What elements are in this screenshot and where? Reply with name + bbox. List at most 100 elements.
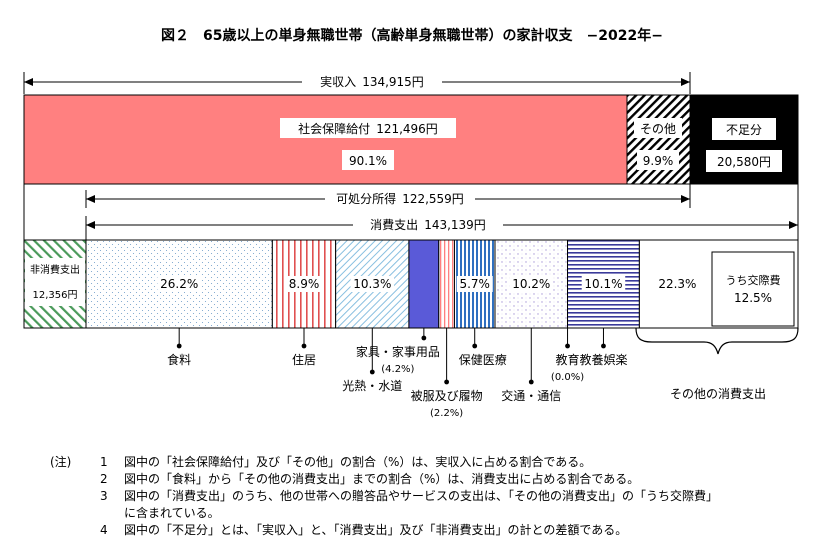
pct-label-utilities: 10.3%: [353, 277, 391, 291]
social-value: 121,496円: [376, 122, 438, 136]
pct-bg-utilities: [350, 276, 395, 292]
consumption-span-arrow-left: [86, 221, 95, 229]
income-span: 実収入 134,915円: [23, 72, 691, 94]
other-label: その他: [640, 122, 676, 136]
note-text: 図中の「食料」から「その他の消費支出」までの割合（%）は、消費支出に占める割合で…: [124, 472, 640, 486]
non-consumption-label-box: [25, 258, 85, 306]
leader-dot-transport: [528, 379, 534, 385]
other-pct: 9.9%: [643, 154, 674, 168]
deficit-value-box: [706, 150, 782, 172]
category-sub-clothing: (2.2%): [430, 408, 463, 419]
income-span-arrow-right: [681, 78, 690, 86]
other-consumption-brace: [635, 327, 799, 355]
pct-label-housing: 8.9%: [289, 277, 320, 291]
category-label-transport: 交通・通信: [501, 388, 561, 403]
note-row: 4 図中の「不足分」とは、「実収入」と、「消費支出」及び「非消費支出」の計との差額…: [0, 522, 824, 539]
note-text: 図中の「消費支出」のうち、他の世帯への贈答品やサービスの支出は、「その他の消費支…: [124, 489, 719, 503]
leader-dot-furniture: [421, 335, 427, 341]
chart-title: 図２ 65歳以上の単身無職世帯（高齢単身無職世帯）の家計収支 −2022年−: [161, 27, 663, 44]
income-bar-social-security: [23, 94, 628, 185]
category-label-recreation: 教養娯楽: [579, 352, 627, 367]
category-sub-education: (0.0%): [551, 372, 584, 383]
deficit-label: 不足分: [726, 123, 762, 137]
non-consumption-label: 非消費支出: [30, 263, 80, 276]
non-consumption-value: 12,356円: [33, 290, 78, 301]
note-number: 4: [100, 523, 108, 537]
expense-bar: 非消費支出 12,356円 26.2% 8.9% 10.3% 5.7% 10.2% 10.…: [23, 239, 799, 329]
category-label-clothing: 被服及び履物: [411, 389, 483, 403]
category-label-other-consumption: その他の消費支出: [670, 386, 766, 401]
leader-dot-clothing: [444, 379, 450, 385]
other-label-box: [634, 118, 682, 138]
category-label-food: 食料: [167, 352, 191, 367]
deficit-label-box: [712, 118, 776, 140]
expense-bar-furniture: [408, 239, 440, 329]
note-row: 2 図中の「食料」から「その他の消費支出」までの割合（%）は、消費支出に占める割合…: [0, 471, 824, 488]
pct-label-transport: 10.2%: [512, 277, 550, 291]
social-label-text: 社会保障給付 121,496円: [298, 121, 438, 136]
disposable-value: 122,559円: [402, 192, 464, 206]
pct-bg-food: [157, 276, 201, 292]
note-row: に含まれている。: [0, 505, 824, 522]
income-bar-other: [626, 94, 691, 185]
leader-dot-medical: [472, 343, 478, 349]
social-label-box: [280, 118, 456, 138]
category-label-utilities: 光熱・水道: [342, 379, 402, 393]
social-expense-pct: 12.5%: [734, 291, 772, 305]
social-expense-box: [711, 251, 795, 327]
social-pct: 90.1%: [349, 154, 387, 168]
note-text: に含まれている。: [124, 506, 220, 520]
income-label: 実収入: [320, 74, 356, 89]
consumption-span: 消費支出 143,139円: [85, 216, 798, 240]
leader-dot-recreation: [601, 343, 606, 349]
note-row: 3 図中の「消費支出」のうち、他の世帯への贈答品やサービスの支出は、「その他の消費…: [0, 488, 824, 505]
note-number: 3: [100, 489, 108, 503]
income-bar: 社会保障給付 121,496円 90.1% その他 9.9% 不足分 20,580…: [23, 94, 799, 185]
social-label: 社会保障給付: [298, 121, 370, 136]
note-text: 図中の「不足分」とは、「実収入」と、「消費支出」及び「非消費支出」の計との差額で…: [124, 523, 628, 537]
income-value: 134,915円: [362, 75, 424, 89]
category-label-furniture: 家具・家事用品: [356, 344, 440, 359]
pct-bg-transport: [509, 276, 554, 292]
consumption-span-arrow-right: [789, 221, 798, 229]
pct-bg-other-consumption: [655, 276, 700, 292]
disposable-span-arrow-right: [681, 195, 690, 203]
leader-dot-education: [565, 343, 570, 349]
deficit-value: 20,580円: [717, 155, 771, 169]
pct-bg-recreation: [581, 276, 626, 292]
disposable-label: 可処分所得: [336, 191, 396, 206]
note-row: (注) 1 図中の「社会保障給付」及び「その他」の割合（%）は、実収入に占める割合で…: [0, 454, 824, 471]
consumption-span-text: 消費支出 143,139円: [370, 217, 486, 232]
category-label-medical: 保健医療: [459, 353, 507, 367]
pct-label-recreation: 10.1%: [584, 277, 622, 291]
income-span-label-bg: [302, 74, 442, 90]
disposable-income-span: 可処分所得 122,559円: [85, 184, 691, 208]
disposable-span-label-bg: [325, 191, 475, 207]
other-pct-box: [637, 150, 679, 170]
note-text: 図中の「社会保障給付」及び「その他」の割合（%）は、実収入に占める割合である。: [124, 455, 592, 469]
category-label-education: 教育: [556, 352, 580, 367]
category-leaders: [176, 328, 606, 385]
note-number: 1: [100, 455, 108, 469]
disposable-span-arrow-left: [86, 195, 95, 203]
pct-bg-medical: [456, 276, 493, 292]
income-span-arrow-left: [24, 78, 33, 86]
category-label-housing: 住居: [292, 353, 316, 367]
expense-bar-clothing: [438, 239, 455, 329]
household-budget-chart: 図２ 65歳以上の単身無職世帯（高齢単身無職世帯）の家計収支 −2022年− 実…: [23, 27, 799, 419]
pct-label-food: 26.2%: [160, 277, 198, 291]
consumption-span-label-bg: [353, 217, 503, 233]
category-sub-furniture: (4.2%): [381, 364, 414, 375]
pct-label-other-consumption: 22.3%: [658, 277, 696, 291]
income-span-text: 実収入 134,915円: [320, 74, 424, 89]
pct-label-medical: 5.7%: [459, 277, 490, 291]
note-number: 2: [100, 472, 108, 486]
leader-dot-utilities: [369, 369, 375, 375]
social-pct-box: [342, 150, 394, 170]
note-mark: (注): [50, 455, 72, 469]
leader-dot-housing: [301, 343, 307, 349]
leader-dot-food: [176, 343, 182, 349]
consumption-percent-labels: 26.2% 8.9% 10.3% 5.7% 10.2% 10.1% 22.3%: [157, 276, 700, 292]
consumption-value: 143,139円: [424, 218, 486, 232]
